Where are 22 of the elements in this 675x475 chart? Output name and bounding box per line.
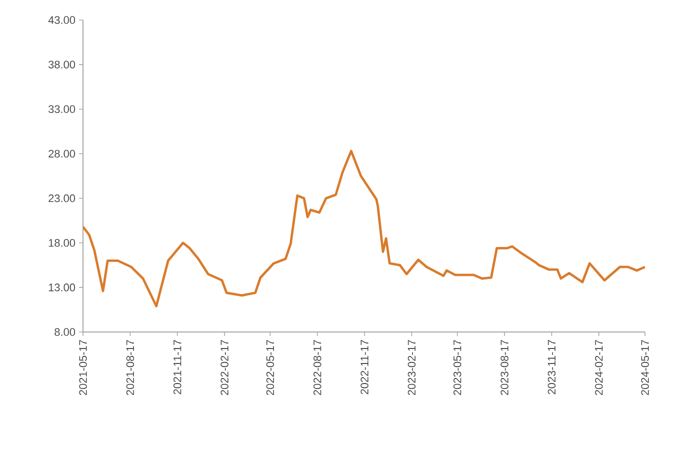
x-tick-label: 2022-05-17 (266, 340, 274, 396)
y-tick-label: 18.00 (48, 238, 76, 247)
x-tick-label: 2023-02-17 (408, 340, 416, 396)
y-tick-label: 8.00 (54, 328, 76, 336)
line-series (83, 150, 646, 308)
x-tick-label: 2022-11-17 (360, 340, 368, 394)
x-tick-label: 2023-08-17 (500, 340, 508, 396)
x-tick-label: 2022-08-17 (313, 340, 322, 396)
y-tick-label: 33.00 (48, 105, 76, 114)
x-tick-label: 2024-05-17 (641, 340, 649, 396)
x-tick-label: 2023-11-17 (548, 340, 556, 394)
x-tick-label: 2021-11-17 (173, 340, 182, 394)
x-tick-label: 2021-08-17 (126, 340, 134, 396)
x-tick-label: 2024-02-17 (594, 340, 603, 396)
y-tick-label: 38.00 (48, 60, 76, 68)
x-tick-label: 2023-05-17 (453, 340, 462, 396)
y-tick-label: 28.00 (48, 150, 76, 158)
y-tick-label: 23.00 (48, 194, 76, 202)
x-tick-label: 2021-05-17 (79, 340, 87, 396)
x-tick-label: 2022-02-17 (220, 340, 228, 396)
y-tick-label: 13.00 (48, 284, 76, 292)
y-tick-label: 43.00 (48, 16, 76, 24)
